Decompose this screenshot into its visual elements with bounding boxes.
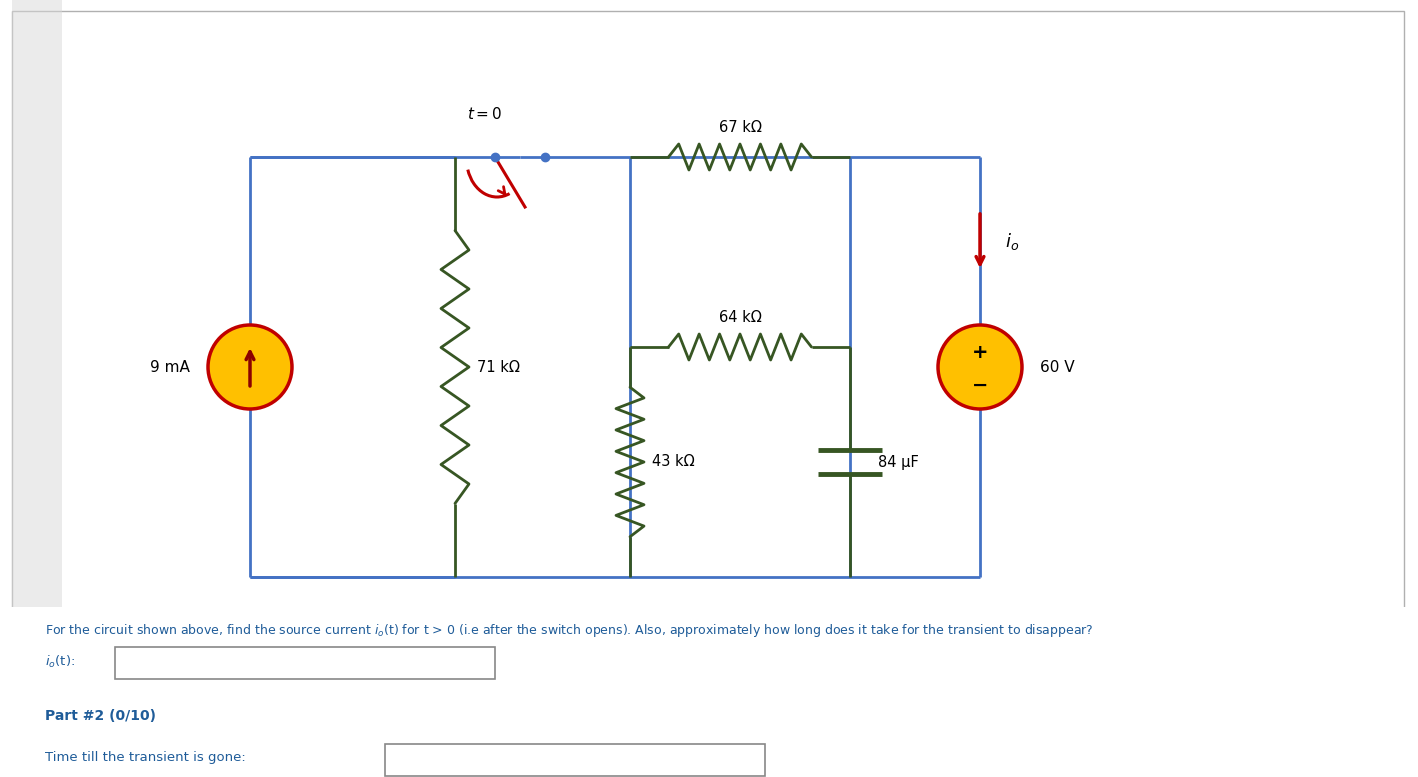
Text: 9 mA: 9 mA <box>150 360 190 375</box>
Text: $i_o$: $i_o$ <box>1005 231 1020 252</box>
Text: 84 μF: 84 μF <box>878 455 919 469</box>
Text: 71 kΩ: 71 kΩ <box>476 360 520 375</box>
Bar <box>11 0 62 777</box>
FancyBboxPatch shape <box>115 647 495 679</box>
Text: Part #2 (0/10): Part #2 (0/10) <box>45 709 156 723</box>
Circle shape <box>208 325 292 409</box>
Text: 67 kΩ: 67 kΩ <box>719 120 761 135</box>
FancyBboxPatch shape <box>386 744 764 776</box>
Text: 60 V: 60 V <box>1039 360 1075 375</box>
Text: +: + <box>971 343 988 361</box>
Text: Time till the transient is gone:: Time till the transient is gone: <box>45 751 245 764</box>
Text: −: − <box>971 375 988 395</box>
Text: $t=0$: $t=0$ <box>468 106 502 122</box>
Text: $i_o$(t):: $i_o$(t): <box>45 654 75 670</box>
Text: 64 kΩ: 64 kΩ <box>719 310 761 325</box>
Circle shape <box>937 325 1022 409</box>
Text: For the circuit shown above, find the source current $i_o$(t) for t > 0 (i.e aft: For the circuit shown above, find the so… <box>45 622 1093 639</box>
Bar <box>0 607 1418 777</box>
Text: 43 kΩ: 43 kΩ <box>652 455 695 469</box>
